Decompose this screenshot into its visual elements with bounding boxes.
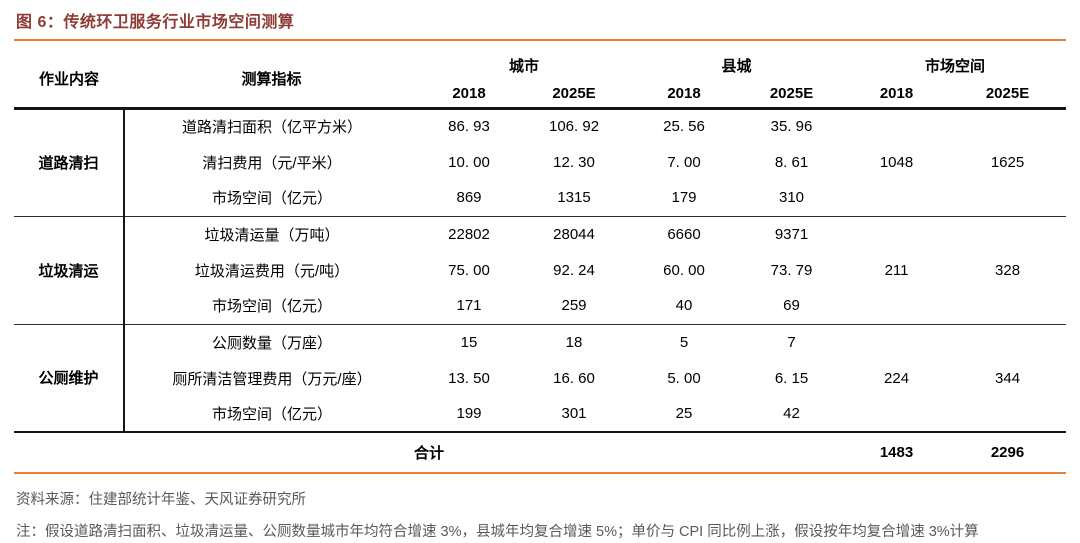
cell-value: [949, 180, 1067, 217]
cell-value: 25. 56: [663, 118, 705, 136]
cell-value: 211: [884, 261, 909, 279]
cell-value: [844, 324, 949, 360]
cell-value: 13. 50: [448, 369, 490, 387]
cell-value: 6. 15: [774, 369, 809, 387]
cell-value: [844, 216, 949, 252]
cell-value: 35. 96: [770, 118, 813, 136]
cell-value: 40: [629, 288, 740, 325]
header-year: 2025E: [949, 80, 1067, 110]
cell-value: 15: [460, 333, 478, 351]
cell-value: 22802: [448, 225, 490, 243]
cell-value: 69: [739, 288, 845, 325]
cell-value: 179: [629, 180, 740, 217]
header-group-city: 城市: [509, 57, 540, 75]
cell-value: 224: [884, 369, 910, 387]
cell-value: [844, 108, 949, 144]
table-row: 道路清扫 道路清扫面积（亿平方米） 86. 93 106. 92 25. 56 …: [14, 108, 1066, 217]
cell-value: 869: [419, 180, 519, 217]
cell-value: 344: [995, 369, 1021, 387]
cell-value: 25: [629, 396, 740, 433]
total-row: 合计 1483 2296: [14, 432, 1066, 472]
cell-value: 42: [739, 396, 845, 433]
cell-value: 9371: [774, 225, 809, 243]
cell-value: 8. 61: [774, 153, 809, 171]
title-divider-line: [14, 39, 1066, 41]
cell-value: 106. 92: [548, 118, 600, 136]
table-row: 垃圾清运 垃圾清运量（万吨） 22802 28044 6660 9371: [14, 216, 1066, 325]
cell-value: 86. 93: [448, 118, 490, 136]
cell-value: 1315: [519, 180, 630, 217]
table-row: 垃圾清运费用（元/吨） 75. 00 92. 24 60. 00 73. 79 …: [14, 252, 1066, 288]
cell-value: 60. 00: [663, 261, 705, 279]
cell-value: 75. 00: [448, 261, 490, 279]
header-indicator: 测算指标: [124, 50, 419, 110]
cell-value: 301: [519, 396, 630, 433]
row-indicator: 清扫费用（元/平米）: [202, 154, 342, 172]
cell-value: 92. 24: [553, 261, 595, 279]
total-value-2018: 1483: [879, 444, 914, 461]
row-indicator: 市场空间（亿元）: [124, 396, 419, 433]
header-year: 2018: [419, 80, 519, 110]
cell-value: [949, 108, 1066, 144]
cell-value: [949, 396, 1067, 433]
row-indicator: 垃圾清运量（万吨）: [204, 226, 340, 244]
cell-value: 28044: [553, 225, 595, 243]
table-row: 厕所清洁管理费用（万元/座） 13. 50 16. 60 5. 00 6. 15…: [14, 360, 1066, 396]
header-group-county: 县城: [721, 57, 752, 75]
cell-value: 73. 79: [770, 261, 813, 279]
group-name-garbage-removal: 垃圾清运: [14, 216, 125, 325]
cell-value: 12. 30: [553, 153, 595, 171]
cell-value: 1625: [990, 153, 1025, 171]
row-indicator: 市场空间（亿元）: [124, 180, 419, 217]
table-row: 清扫费用（元/平米） 10. 00 12. 30 7. 00 8. 61 104…: [14, 144, 1066, 180]
cell-value: 7: [787, 333, 796, 351]
cell-value: 310: [739, 180, 845, 217]
table-row: 市场空间（亿元） 199 301 25 42: [14, 396, 1067, 433]
row-indicator: 道路清扫面积（亿平方米）: [181, 119, 362, 137]
cell-value: 259: [519, 288, 630, 325]
cell-value: 328: [995, 261, 1021, 279]
cell-value: 7. 00: [667, 153, 701, 171]
row-indicator: 市场空间（亿元）: [124, 288, 419, 325]
table-row: 市场空间（亿元） 869 1315 179 310: [14, 180, 1067, 217]
header-year: 2018: [629, 80, 740, 110]
cell-value: [949, 216, 1066, 252]
cell-value: 18: [565, 333, 583, 351]
cell-value: [844, 396, 950, 433]
cell-value: 16. 60: [553, 369, 595, 387]
note-text: 注：假设道路清扫面积、垃圾清运量、公厕数量城市年均符合增速 3%，县城年均复合增…: [16, 524, 979, 540]
header-year: 2018: [844, 80, 950, 110]
table-bottom-divider-line: [14, 472, 1066, 474]
header-year: 2025E: [739, 80, 845, 110]
group-name-toilet-maintenance: 公厕维护: [14, 324, 125, 433]
row-indicator: 厕所清洁管理费用（万元/座）: [172, 370, 372, 388]
market-space-table: 作业内容 测算指标 城市 县城 市场空间 2018 2025E 2018 202…: [14, 50, 1067, 472]
row-indicator: 垃圾清运费用（元/吨）: [194, 262, 350, 280]
header-operation: 作业内容: [14, 50, 124, 110]
cell-value: [844, 288, 950, 325]
source-text: 资料来源：住建部统计年鉴、天风证券研究所: [16, 492, 306, 508]
cell-value: [949, 324, 1066, 360]
cell-value: 1048: [879, 153, 914, 171]
figure-title: 图 6：传统环卫服务行业市场空间测算: [16, 14, 295, 31]
total-value-2025e: 2296: [990, 444, 1025, 461]
cell-value: 10. 00: [448, 153, 490, 171]
header-year: 2025E: [519, 80, 630, 110]
cell-value: 6660: [667, 225, 701, 243]
table-row: 公厕维护 公厕数量（万座） 15 18 5 7: [14, 324, 1066, 433]
header-group-market-space: 市场空间: [925, 57, 986, 75]
row-indicator: 公厕数量（万座）: [211, 334, 332, 352]
cell-value: [844, 180, 950, 217]
cell-value: [949, 288, 1067, 325]
cell-value: 199: [419, 396, 519, 433]
total-label: 合计: [414, 445, 445, 462]
cell-value: 5. 00: [667, 369, 701, 387]
group-name-road-cleaning: 道路清扫: [14, 108, 125, 217]
cell-value: 171: [419, 288, 519, 325]
cell-value: 5: [679, 333, 689, 351]
table-row: 市场空间（亿元） 171 259 40 69: [14, 288, 1067, 325]
